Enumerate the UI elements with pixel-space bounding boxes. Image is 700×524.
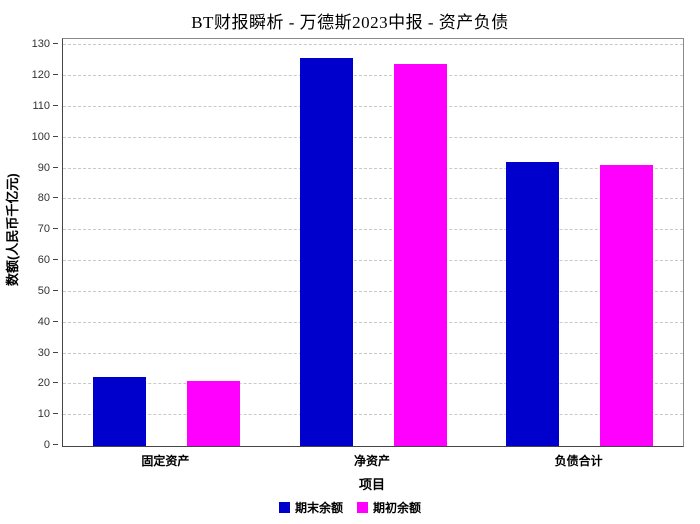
y-tick-mark	[53, 74, 58, 75]
y-tick-label: 60	[37, 254, 50, 266]
y-tick-label: 70	[37, 223, 50, 236]
gridline	[63, 414, 683, 416]
y-tick-label: 90	[37, 161, 50, 174]
y-tick-mark	[53, 413, 58, 415]
bar-期末余额-固定资产	[92, 376, 146, 446]
x-axis-ticks: 固定资产 净资产 负债合计	[62, 452, 682, 470]
y-tick-mark	[53, 104, 58, 106]
bar-期初余额-固定资产	[186, 381, 240, 446]
legend-swatch-icon	[357, 502, 368, 513]
gridline	[63, 383, 683, 385]
legend-item-期初余额: 期初余额	[357, 499, 421, 516]
y-tick-label: 50	[37, 284, 50, 297]
gridline	[63, 198, 683, 200]
x-tick-label: 负债合计	[554, 454, 603, 468]
legend-label: 期末余额	[294, 501, 343, 515]
y-tick-label: 10	[37, 408, 50, 421]
chart-title: BT财报瞬析 - 万德斯2023中报 - 资产负债	[191, 13, 509, 32]
gridline	[63, 167, 683, 169]
gridline	[63, 352, 683, 354]
x-axis-label: 项目	[358, 477, 385, 492]
y-tick-mark	[53, 228, 58, 230]
y-tick-label: 130	[31, 38, 50, 51]
y-tick-label: 80	[37, 192, 50, 205]
gridline	[63, 260, 683, 261]
legend-item-期末余额: 期末余额	[278, 499, 343, 516]
y-tick-mark	[53, 320, 58, 322]
y-tick-mark	[53, 444, 58, 445]
gridline	[63, 75, 683, 76]
gridline	[63, 105, 683, 107]
y-tick-label: 100	[31, 130, 50, 143]
gridline	[63, 136, 683, 138]
gridline	[63, 229, 683, 231]
y-tick-label: 40	[37, 315, 50, 328]
y-axis-label: 数额(人民币千亿元)	[5, 173, 20, 286]
y-tick-label: 30	[37, 346, 50, 359]
y-tick-label: 110	[32, 99, 50, 112]
y-tick-mark	[53, 382, 58, 384]
plot-area	[62, 38, 684, 447]
bar-期初余额-净资产	[393, 63, 447, 446]
bar-期末余额-负债合计	[506, 162, 560, 446]
y-tick-mark	[53, 43, 58, 45]
y-tick-mark	[53, 289, 58, 291]
legend: 期末余额 期初余额	[0, 499, 700, 516]
x-tick-label: 固定资产	[141, 454, 190, 468]
y-tick-mark	[53, 259, 58, 260]
legend-swatch-icon	[278, 502, 290, 513]
y-tick-label: 0	[43, 439, 50, 451]
y-tick-mark	[53, 135, 58, 137]
legend-label: 期初余额	[373, 501, 422, 515]
y-tick-mark	[53, 351, 58, 353]
x-tick-label: 净资产	[353, 454, 391, 468]
y-tick-label: 20	[37, 377, 50, 390]
gridline	[63, 290, 683, 292]
bar-期末余额-净资产	[299, 57, 353, 446]
gridline	[63, 44, 683, 46]
y-tick-mark	[53, 197, 58, 199]
y-tick-mark	[53, 166, 58, 168]
y-tick-label: 120	[31, 69, 50, 81]
y-axis-ticks: 0 10 20 30 40 50 60 70 80 90 100 110 120 130	[24, 38, 58, 451]
bar-期初余额-负债合计	[600, 165, 654, 446]
gridline	[63, 321, 683, 323]
